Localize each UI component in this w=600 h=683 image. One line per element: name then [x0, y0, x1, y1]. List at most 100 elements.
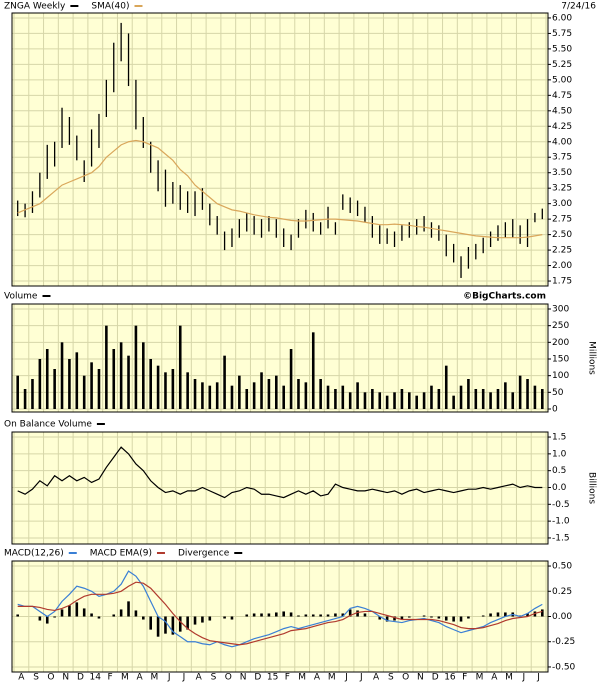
bar	[452, 395, 455, 409]
bar	[504, 612, 507, 617]
bar	[348, 609, 352, 617]
x-tick-label: A	[137, 673, 144, 683]
x-tick-label: 15	[267, 673, 278, 683]
bar	[186, 372, 189, 409]
x-tick-label: F	[462, 673, 467, 683]
bar	[68, 359, 71, 409]
bar	[16, 375, 19, 409]
x-tick-label: J	[536, 673, 540, 683]
bar	[171, 369, 175, 409]
bar	[193, 379, 197, 409]
bar	[90, 362, 93, 409]
bar	[326, 385, 330, 409]
y-tick-label: 4.00	[552, 137, 572, 147]
y-tick-label: 3.75	[552, 153, 572, 163]
bar	[371, 389, 374, 409]
x-tick-label: 14	[90, 673, 102, 683]
bar	[60, 609, 64, 617]
bar	[304, 382, 308, 409]
bar	[459, 385, 463, 409]
x-tick-label: M	[151, 673, 159, 683]
x-tick-label: D	[77, 673, 84, 683]
bar	[334, 389, 337, 409]
bar	[134, 325, 138, 409]
bar	[230, 616, 234, 620]
x-tick-label: F	[285, 673, 290, 683]
bar	[533, 385, 537, 409]
bar	[260, 613, 263, 617]
legend-label: On Balance Volume	[4, 420, 92, 430]
bar	[178, 616, 182, 632]
bar	[400, 616, 404, 620]
bar	[341, 613, 345, 617]
x-tick-label: N	[417, 673, 424, 683]
y-axis-label: Millions	[587, 341, 597, 375]
y-tick-label: 6.00	[552, 13, 572, 23]
bar	[238, 375, 241, 409]
bar	[75, 352, 79, 409]
x-tick-label: F	[107, 673, 112, 683]
legend-label: MACD EMA(9)	[90, 549, 152, 559]
bar	[68, 605, 71, 617]
legend-label: ZNGA Weekly	[4, 2, 66, 12]
y-axis-label: Billions	[587, 472, 597, 504]
y-tick-label: 4.25	[552, 122, 572, 132]
bar	[53, 616, 56, 618]
y-tick-label: -0.25	[552, 637, 575, 647]
x-tick-label: J	[522, 673, 526, 683]
y-tick-label: 200	[552, 338, 569, 348]
x-tick-label: A	[491, 673, 498, 683]
bar	[75, 602, 79, 617]
bar	[252, 613, 256, 617]
series-line	[17, 581, 543, 646]
bar	[378, 392, 382, 409]
bar	[275, 375, 278, 409]
y-tick-label: 250	[552, 321, 569, 331]
bar	[430, 385, 433, 409]
y-tick-label: -0.5	[552, 500, 570, 510]
bar	[164, 616, 167, 634]
legend-label: Divergence	[178, 549, 230, 559]
bar	[400, 389, 404, 409]
bar	[437, 389, 441, 409]
bar	[393, 616, 396, 621]
bar	[385, 395, 389, 409]
plot-border	[11, 431, 549, 545]
bar	[474, 389, 478, 409]
bar	[149, 616, 152, 630]
legend-label: MACD(12,26)	[4, 549, 64, 559]
bar	[415, 395, 418, 409]
bar	[208, 616, 212, 621]
bar	[496, 612, 500, 617]
bar	[452, 616, 455, 622]
bar	[489, 392, 492, 409]
bar	[127, 601, 130, 617]
x-tick-label: N	[62, 673, 69, 683]
bar	[142, 342, 145, 409]
bar	[178, 325, 182, 409]
bar	[90, 613, 93, 617]
x-tick-label: O	[402, 673, 409, 683]
bar	[289, 612, 293, 617]
y-tick-label: 5.75	[552, 29, 572, 39]
bar	[156, 365, 160, 409]
y-tick-label: -1.0	[552, 517, 570, 527]
bar	[223, 616, 226, 619]
x-tick-label: A	[373, 673, 380, 683]
y-tick-label: 3.00	[552, 199, 572, 209]
bar	[275, 612, 278, 617]
y-tick-label: 150	[552, 355, 569, 365]
bar	[38, 616, 42, 621]
bar	[341, 385, 345, 409]
x-tick-label: M	[298, 673, 306, 683]
bar	[16, 614, 19, 617]
chart-date: 7/24/16	[561, 2, 596, 12]
x-tick-label: M	[505, 673, 513, 683]
x-tick-label: O	[47, 673, 54, 683]
x-tick-label: A	[314, 673, 321, 683]
bar	[193, 616, 197, 625]
bar	[142, 616, 145, 620]
bar	[408, 616, 411, 618]
bar	[422, 615, 426, 617]
bar	[282, 385, 285, 409]
